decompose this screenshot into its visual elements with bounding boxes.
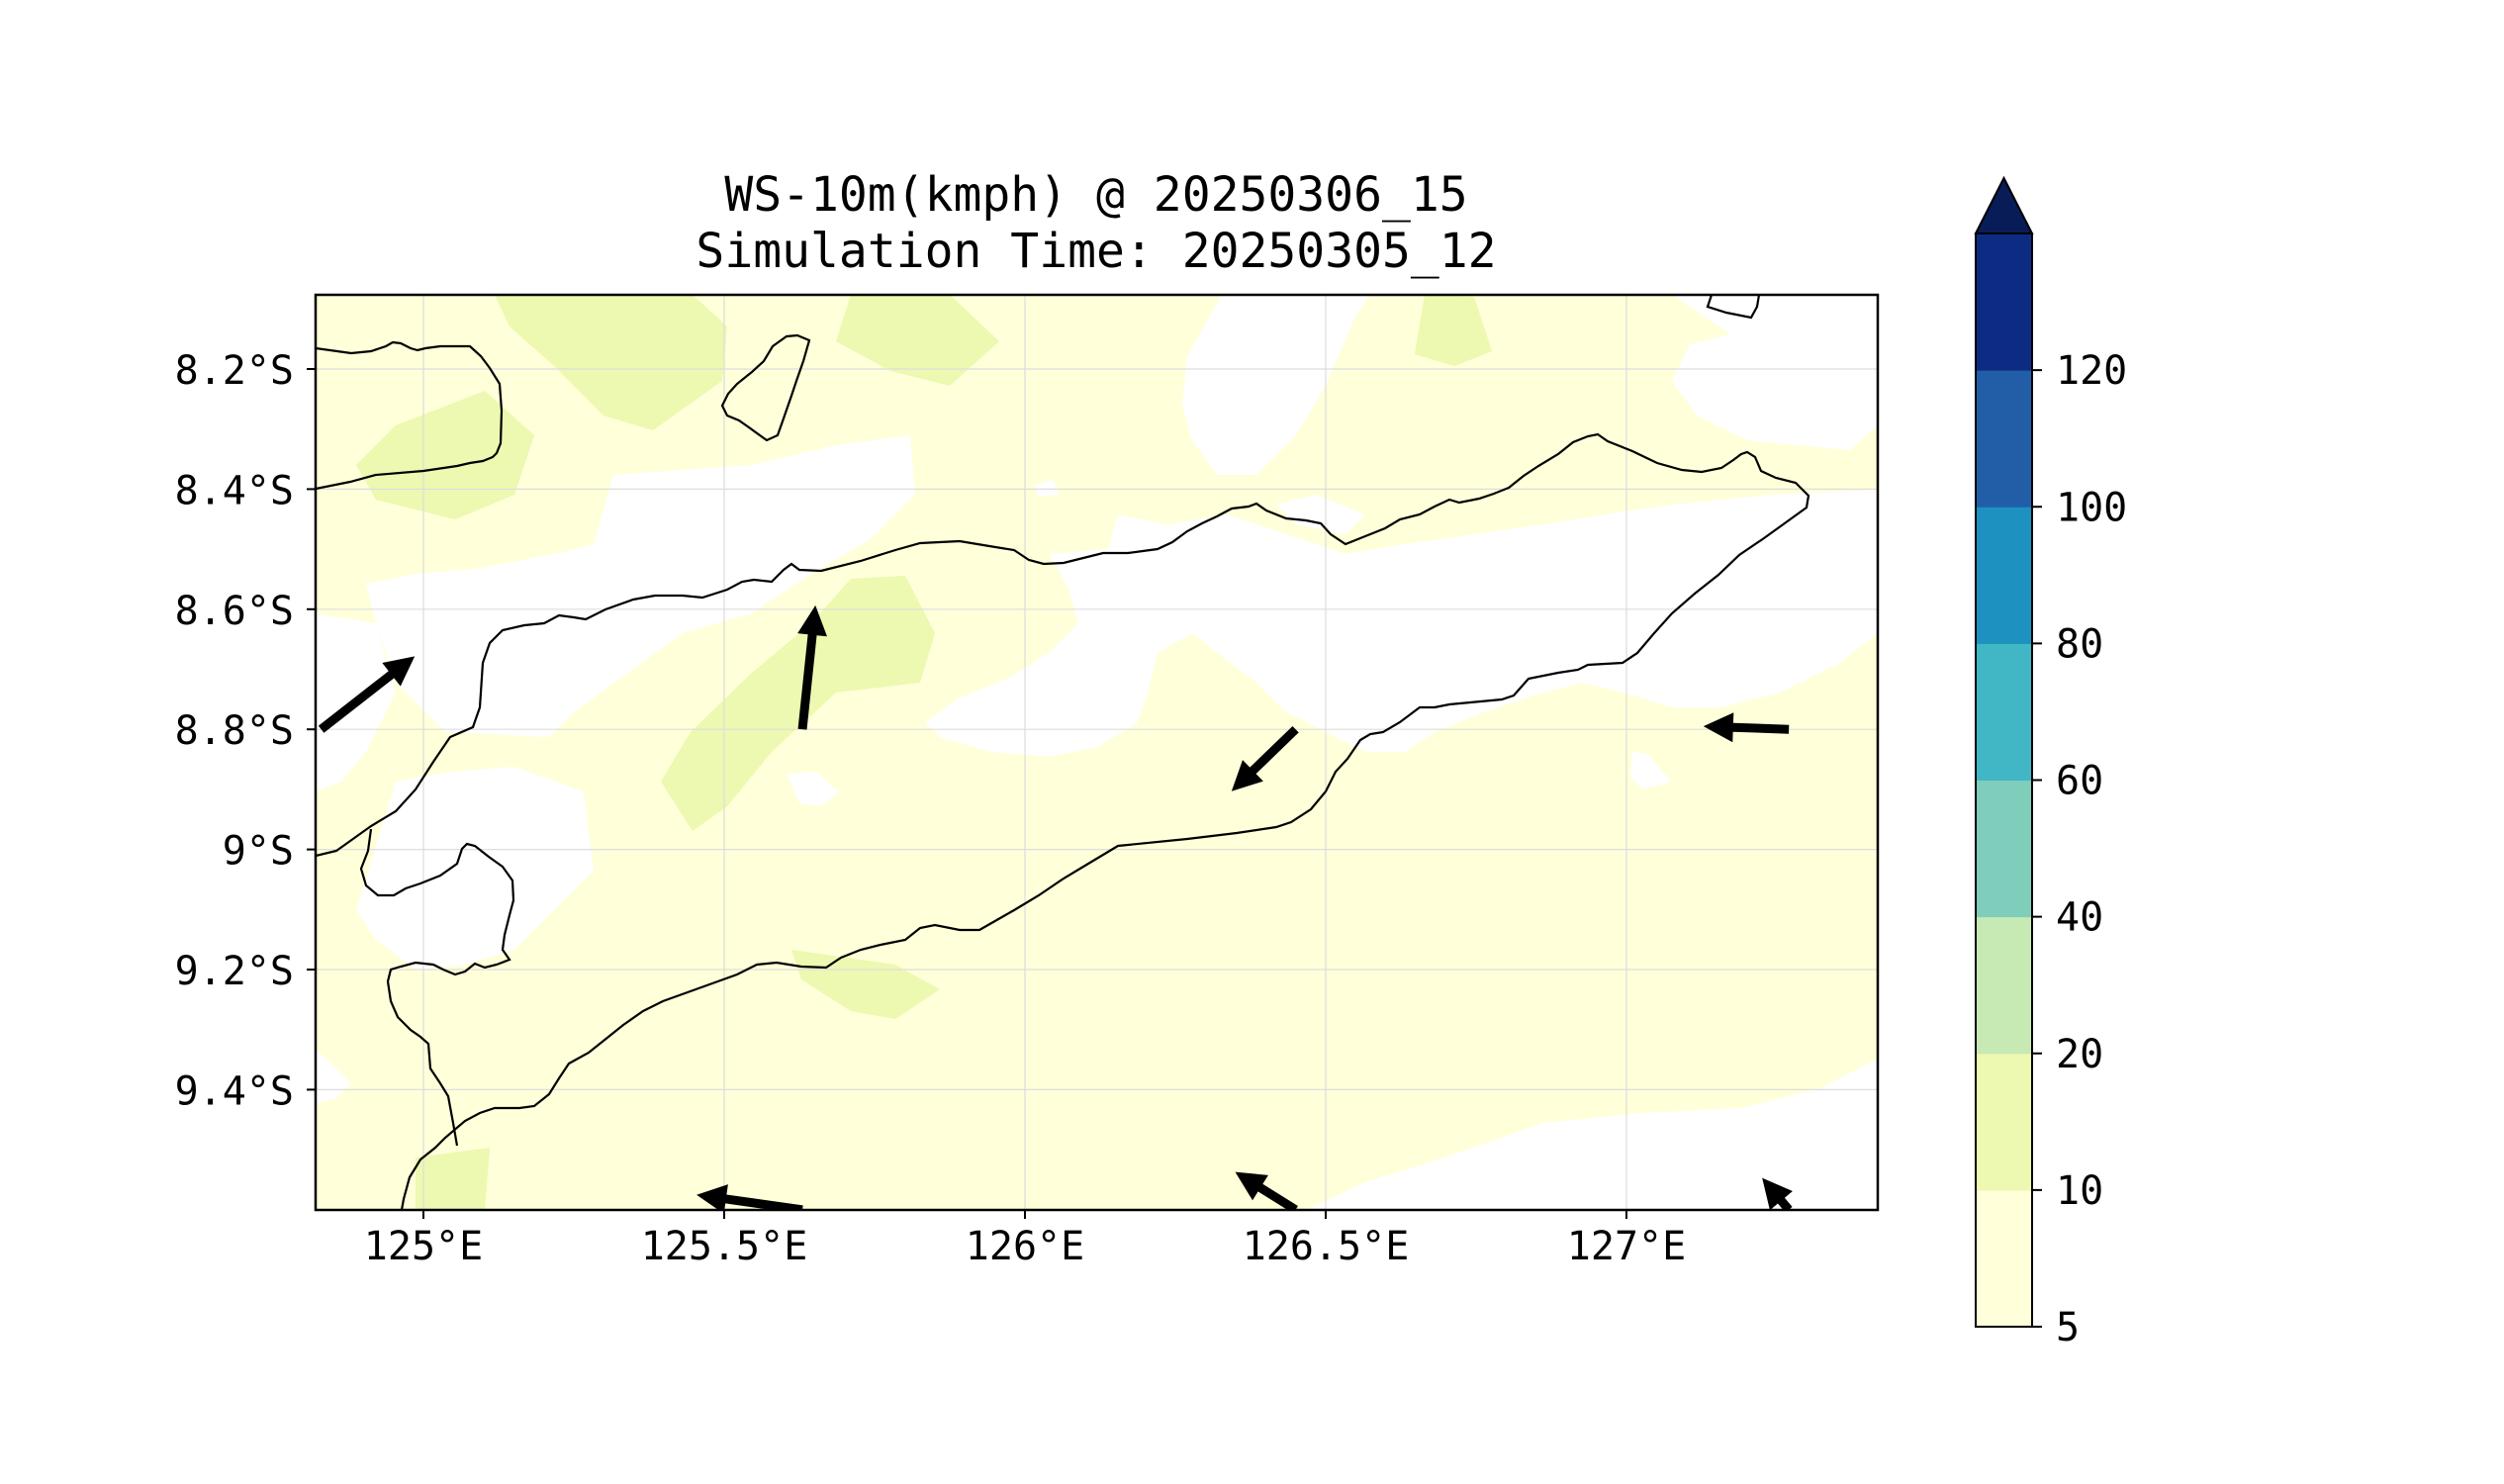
wind-arrow xyxy=(797,604,827,730)
map-frame xyxy=(314,293,1880,1212)
lat-tick-label: 8.2°S xyxy=(175,348,294,394)
wind-speed-below-min xyxy=(316,295,1878,1210)
colorbar-tick-label: 60 xyxy=(2056,759,2103,804)
wind-arrow xyxy=(1703,712,1790,743)
colorbar-segment xyxy=(1976,233,2032,371)
colorbar-tick-label: 120 xyxy=(2056,348,2127,394)
wind-speed-field-5-10 xyxy=(316,295,1878,1210)
map-subtitle: Simulation Time: 20250305_12 xyxy=(696,224,1496,279)
wind-arrow xyxy=(696,1184,803,1210)
colorbar-tick-label: 80 xyxy=(2056,621,2103,667)
lat-tick-label: 8.4°S xyxy=(175,468,294,513)
colorbar-tick-label: 5 xyxy=(2056,1305,2080,1350)
colorbar-segment xyxy=(1976,643,2032,781)
latitude-axis: 8.2°S 8.4°S 8.6°S 8.8°S 9°S 9.2°S 9.4°S xyxy=(175,348,316,1114)
lon-tick-label: 127°E xyxy=(1567,1224,1686,1269)
colorbar-segment xyxy=(1976,370,2032,508)
wind-arrow xyxy=(1235,1171,1298,1210)
lon-tick-label: 125°E xyxy=(364,1224,483,1269)
colorbar-tick-label: 100 xyxy=(2056,485,2127,530)
lat-tick-label: 8.6°S xyxy=(175,589,294,634)
colorbar-segment xyxy=(1976,1053,2032,1191)
colorbar-segment xyxy=(1976,507,2032,644)
coastlines xyxy=(316,295,1810,1210)
colorbar: 5 10 20 40 60 80 100 120 xyxy=(1974,175,2127,1350)
wind-arrow xyxy=(318,656,416,733)
colorbar-segment xyxy=(1976,780,2032,918)
wind-speed-field-10-20 xyxy=(356,295,1492,1210)
wind-arrow xyxy=(1231,725,1299,791)
colorbar-tick-label: 20 xyxy=(2056,1032,2103,1077)
longitude-axis: 125°E 125.5°E 126°E 126.5°E 127°E xyxy=(364,1210,1686,1269)
lat-tick-label: 9.4°S xyxy=(175,1068,294,1114)
colorbar-extend-arrow xyxy=(1974,175,2034,234)
colorbar-segment xyxy=(1976,916,2032,1055)
wind-vectors xyxy=(318,604,1793,1210)
lon-tick-label: 126.5°E xyxy=(1243,1224,1410,1269)
lat-tick-label: 9°S xyxy=(223,829,294,875)
colorbar-segment xyxy=(1976,1189,2032,1328)
map-area xyxy=(316,295,1878,1210)
lat-tick-label: 9.2°S xyxy=(175,949,294,994)
wind-arrow xyxy=(1762,1177,1793,1210)
lat-tick-label: 8.8°S xyxy=(175,708,294,754)
lon-tick-label: 125.5°E xyxy=(641,1224,808,1269)
colorbar-tick-label: 10 xyxy=(2056,1168,2103,1214)
lon-tick-label: 126°E xyxy=(966,1224,1084,1269)
colorbar-tick-label: 40 xyxy=(2056,895,2103,941)
gridlines xyxy=(316,295,1878,1210)
map-title: WS-10m(kmph) @ 20250306_15 xyxy=(724,167,1467,223)
